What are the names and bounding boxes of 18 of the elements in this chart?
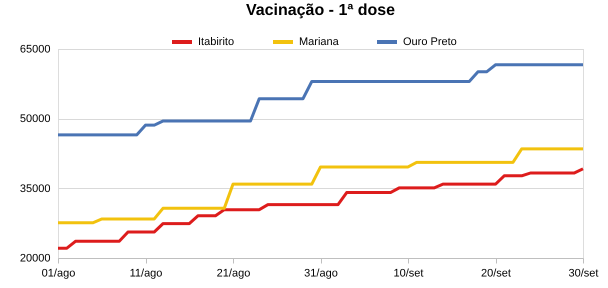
legend-label: Ouro Preto (403, 36, 457, 48)
chart-title: Vacinação - 1ª dose (246, 2, 396, 19)
x-tick-label: 31/ago (304, 268, 338, 280)
x-tick-label: 21/ago (216, 268, 250, 280)
line-series (56, 167, 584, 250)
x-tick-label: 20/set (481, 268, 511, 280)
y-tick-label: 35000 (20, 182, 50, 195)
legend-label: Itabirito (198, 36, 234, 48)
legend-label: Mariana (299, 36, 340, 48)
x-tick-label: 01/ago (42, 268, 76, 280)
x-tick-label: 11/ago (130, 268, 162, 280)
y-tick-label: 50000 (20, 113, 50, 126)
x-tick-label: 10/set (394, 268, 424, 280)
y-tick-label: 65000 (20, 44, 50, 56)
line-series (56, 147, 584, 224)
x-tick-label: 30/set (568, 268, 598, 280)
y-tick-label: 20000 (20, 252, 50, 264)
line-series (56, 63, 584, 136)
